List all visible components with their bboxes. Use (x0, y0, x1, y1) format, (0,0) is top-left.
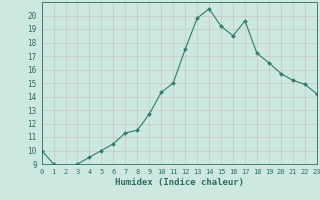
X-axis label: Humidex (Indice chaleur): Humidex (Indice chaleur) (115, 178, 244, 187)
